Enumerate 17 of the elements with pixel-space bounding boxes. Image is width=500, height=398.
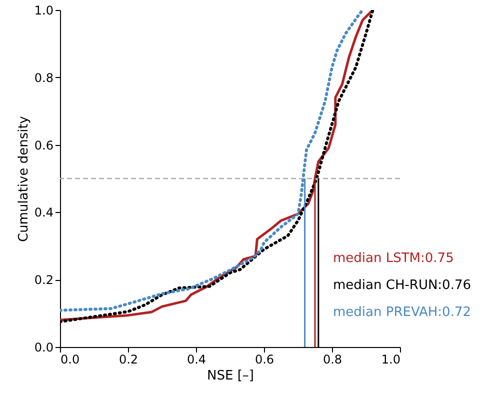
- y-tick-label: 0.6: [34, 138, 54, 152]
- ref-line-label: median CH-RUN:0.76: [333, 278, 472, 293]
- ref-line-label: median PREVAH:0.72: [333, 305, 472, 320]
- x-tick-label: 0.4: [186, 352, 206, 366]
- y-axis-title: Cumulative density: [16, 116, 32, 242]
- x-tick-label: 0.6: [254, 352, 274, 366]
- y-tick-label: 0.0: [34, 340, 54, 354]
- x-tick-label: 1.0: [381, 352, 400, 366]
- x-axis-title: NSE [–]: [207, 368, 254, 384]
- y-tick-label: 0.4: [34, 206, 54, 220]
- y-tick-label: 0.2: [34, 273, 54, 288]
- x-tick-label: 0.0: [60, 352, 80, 366]
- y-tick-label: 0.8: [34, 70, 54, 85]
- x-tick-label: 0.8: [322, 352, 342, 366]
- y-tick-label: 1.0: [34, 4, 54, 18]
- ref-line-label: median LSTM:0.75: [333, 251, 454, 266]
- x-tick-label: 0.2: [118, 352, 138, 366]
